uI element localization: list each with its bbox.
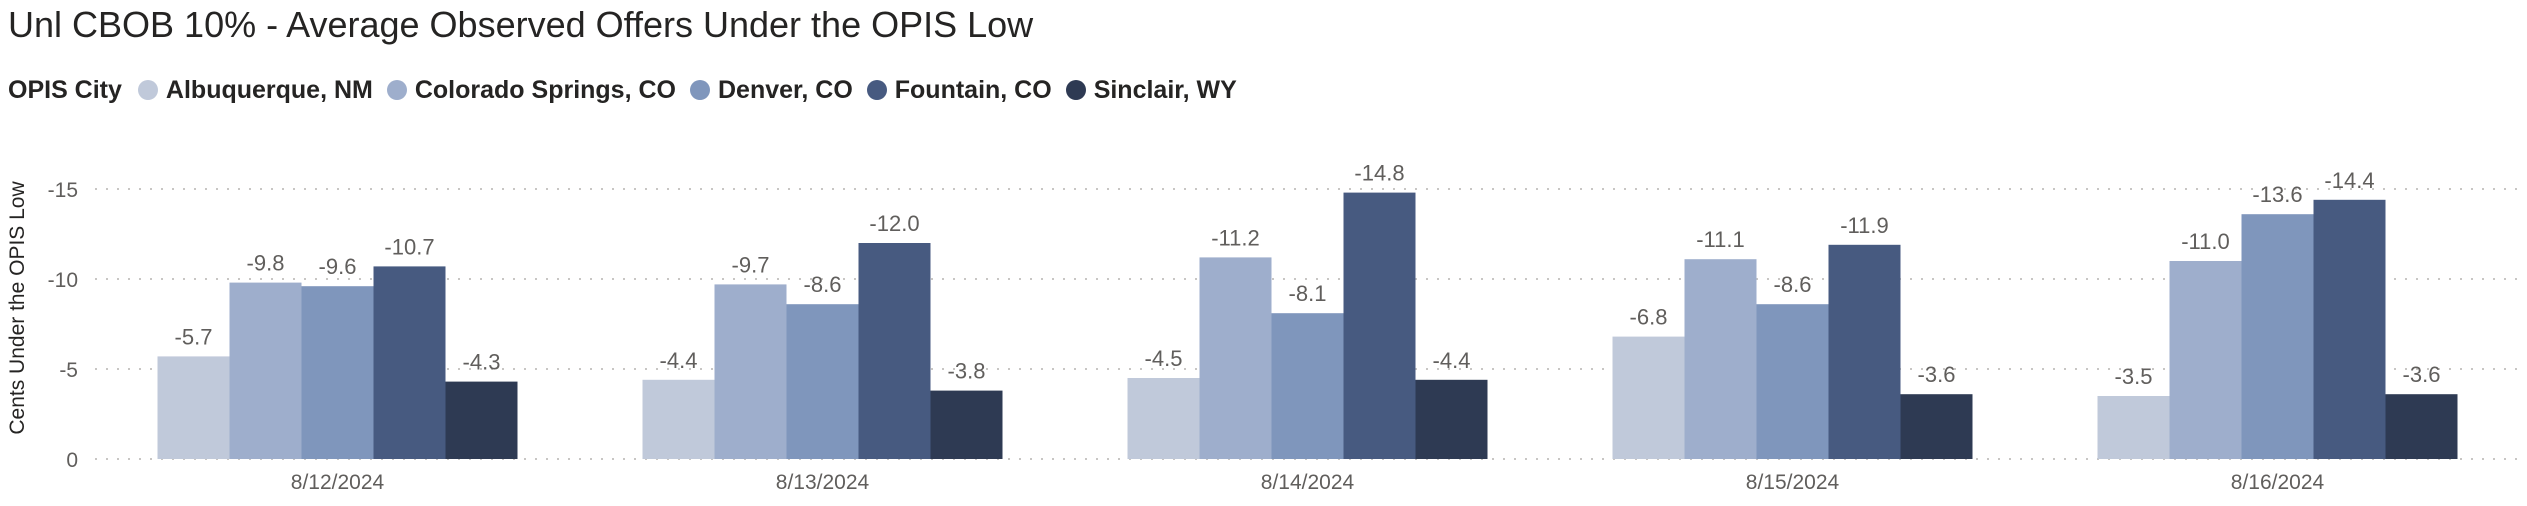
x-tick-label: 8/14/2024 <box>1261 471 1355 494</box>
x-tick-label: 8/16/2024 <box>2231 471 2325 494</box>
bar[interactable] <box>1612 336 1685 459</box>
data-label: -12.0 <box>869 211 919 236</box>
bar[interactable] <box>786 304 859 459</box>
bar[interactable] <box>1828 244 1901 459</box>
data-label: -9.7 <box>732 252 770 277</box>
bar[interactable] <box>1900 394 1973 459</box>
data-label: -3.6 <box>1918 362 1956 387</box>
y-axis: 0 -5 -10 -15 <box>48 179 78 472</box>
data-label: -10.7 <box>384 234 434 259</box>
bar[interactable] <box>1271 313 1344 459</box>
data-label: -3.6 <box>2403 362 2441 387</box>
bar[interactable] <box>2241 214 2314 459</box>
data-label: -13.6 <box>2252 182 2302 207</box>
bar[interactable] <box>1199 257 1272 459</box>
bar[interactable] <box>229 282 302 459</box>
bar[interactable] <box>642 379 715 459</box>
legend-swatch <box>386 80 407 100</box>
data-label: -4.4 <box>660 348 698 373</box>
y-tick-label: -5 <box>59 359 78 382</box>
data-label: -11.9 <box>1840 213 1889 238</box>
bar[interactable] <box>858 243 931 459</box>
legend-item[interactable]: Fountain, CO <box>866 75 1052 105</box>
data-label: -4.3 <box>463 350 501 375</box>
x-axis: 8/12/2024 8/13/2024 8/14/2024 8/15/2024 8/16… <box>291 471 2325 494</box>
data-label: -14.8 <box>1354 161 1404 186</box>
data-label: -11.1 <box>1696 227 1745 252</box>
bar[interactable] <box>1343 192 1416 459</box>
legend-item[interactable]: Denver, CO <box>689 75 853 105</box>
bar[interactable] <box>2097 396 2170 459</box>
legend-item[interactable]: Albuquerque, NM <box>137 75 373 105</box>
data-label: -11.0 <box>2181 229 2230 254</box>
legend-item[interactable]: Colorado Springs, CO <box>386 75 676 105</box>
y-tick-label: -15 <box>48 179 78 202</box>
bar[interactable] <box>1127 378 1200 459</box>
data-label: -8.6 <box>804 272 842 297</box>
bar[interactable] <box>445 381 518 459</box>
data-labels: -5.7 -9.8 -9.6 -10.7 -4.3 -4.4 -9.7 -8.6 -12.0 -3… <box>175 161 2441 389</box>
bar[interactable] <box>1684 259 1757 459</box>
x-tick-label: 8/12/2024 <box>291 471 385 494</box>
legend: OPIS City Albuquerque, NM Colorado Spring… <box>8 70 1251 110</box>
data-label: -11.2 <box>1211 225 1260 250</box>
legend-label: Denver, CO <box>717 75 853 104</box>
data-label: -8.1 <box>1289 281 1327 306</box>
bar[interactable] <box>373 266 446 459</box>
bar[interactable] <box>157 356 230 459</box>
legend-title: OPIS City <box>8 75 122 104</box>
legend-label: Fountain, CO <box>894 75 1052 104</box>
data-label: -9.6 <box>319 254 357 279</box>
x-tick-label: 8/13/2024 <box>776 471 870 494</box>
bar[interactable] <box>930 390 1003 459</box>
legend-swatch <box>1065 80 1086 100</box>
bar[interactable] <box>2385 394 2458 459</box>
y-tick-label: -10 <box>48 269 78 292</box>
data-label: -5.7 <box>175 324 213 349</box>
legend-swatch <box>137 80 158 100</box>
bar[interactable] <box>2169 261 2242 459</box>
y-tick-label: 0 <box>66 449 78 472</box>
legend-label: Colorado Springs, CO <box>414 75 676 104</box>
bar[interactable] <box>2313 199 2386 460</box>
data-label: -8.6 <box>1774 272 1812 297</box>
y-axis-title: Cents Under the OPIS Low <box>6 181 29 435</box>
data-label: -4.5 <box>1145 346 1183 371</box>
data-label: -4.4 <box>1433 348 1471 373</box>
data-label: -14.4 <box>2324 168 2374 193</box>
data-label: -3.8 <box>948 359 986 384</box>
bars <box>157 192 2458 460</box>
x-tick-label: 8/15/2024 <box>1746 471 1840 494</box>
legend-item[interactable]: Sinclair, WY <box>1065 75 1237 105</box>
bar[interactable] <box>1756 304 1829 459</box>
bar[interactable] <box>714 284 787 459</box>
legend-swatch <box>689 80 710 100</box>
legend-label: Sinclair, WY <box>1093 75 1237 104</box>
data-label: -6.8 <box>1630 305 1668 330</box>
legend-swatch <box>866 80 887 100</box>
data-label: -3.5 <box>2115 364 2153 389</box>
bar[interactable] <box>1415 379 1488 459</box>
bar[interactable] <box>301 286 374 459</box>
data-label: -9.8 <box>247 251 285 276</box>
chart-title: Unl CBOB 10% - Average Observed Offers U… <box>8 4 1034 45</box>
legend-label: Albuquerque, NM <box>165 75 373 104</box>
